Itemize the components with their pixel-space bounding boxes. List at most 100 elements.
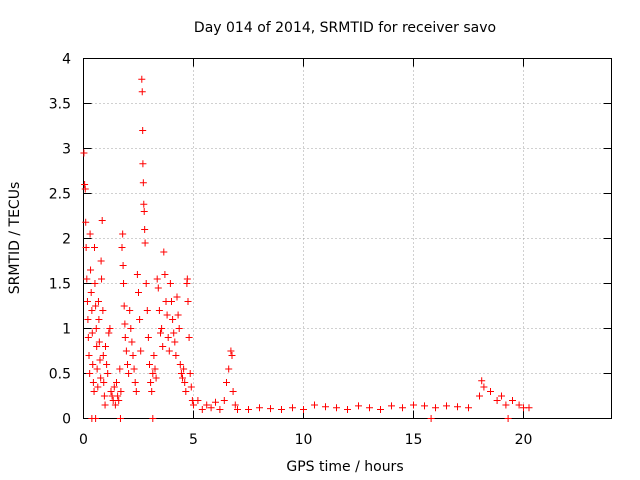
y-tick-label: 1 bbox=[62, 322, 71, 338]
data-point bbox=[122, 347, 130, 355]
data-point bbox=[502, 401, 510, 409]
data-point bbox=[83, 298, 91, 305]
data-point bbox=[480, 383, 488, 391]
y-tick-label: 2.5 bbox=[49, 187, 71, 203]
data-point bbox=[89, 361, 97, 368]
data-point bbox=[150, 352, 158, 359]
data-point bbox=[89, 379, 97, 386]
y-tick-label: 4 bbox=[62, 52, 71, 68]
data-point bbox=[139, 179, 147, 187]
data-point bbox=[81, 185, 89, 193]
data-point bbox=[128, 338, 136, 346]
data-point bbox=[96, 356, 104, 364]
data-point bbox=[174, 311, 182, 319]
data-point bbox=[102, 343, 109, 350]
data-point bbox=[118, 244, 126, 251]
data-point bbox=[139, 127, 147, 134]
data-point bbox=[153, 275, 161, 283]
y-tick-label: 1.5 bbox=[49, 277, 71, 293]
data-point bbox=[81, 181, 89, 188]
data-point bbox=[198, 406, 206, 413]
data-point bbox=[515, 401, 523, 409]
data-point bbox=[106, 325, 114, 332]
data-point bbox=[487, 388, 494, 395]
data-point bbox=[141, 239, 149, 247]
data-point bbox=[181, 379, 189, 386]
data-point bbox=[493, 397, 501, 404]
x-tick-labels: 0 5 10 15 20 bbox=[79, 432, 532, 448]
data-point bbox=[82, 244, 90, 251]
data-point bbox=[129, 352, 137, 359]
x-tick-label: 0 bbox=[79, 432, 88, 448]
data-point bbox=[165, 347, 173, 355]
data-point bbox=[87, 289, 95, 296]
data-point bbox=[234, 406, 241, 413]
chart-title: Day 014 of 2014, SRMTID for receiver sav… bbox=[194, 20, 496, 36]
y-tick-label: 0 bbox=[62, 412, 71, 428]
y-tick-label: 0.5 bbox=[49, 367, 71, 383]
data-point bbox=[101, 401, 109, 409]
data-point bbox=[85, 352, 93, 359]
data-point bbox=[116, 365, 124, 373]
data-point bbox=[225, 365, 233, 373]
data-point bbox=[172, 352, 180, 359]
data-point bbox=[187, 383, 195, 391]
data-point bbox=[184, 298, 192, 305]
data-point bbox=[212, 398, 219, 406]
data-point bbox=[117, 388, 125, 395]
data-point bbox=[136, 316, 144, 323]
data-point bbox=[94, 298, 102, 305]
data-point bbox=[126, 307, 134, 314]
data-point bbox=[311, 401, 318, 409]
data-point bbox=[478, 377, 486, 385]
data-point bbox=[504, 415, 512, 422]
y-tick-label: 3.5 bbox=[49, 97, 71, 113]
data-point bbox=[228, 352, 236, 359]
data-point bbox=[432, 404, 439, 412]
data-point bbox=[88, 307, 96, 314]
data-point bbox=[99, 307, 107, 314]
data-point bbox=[91, 244, 98, 251]
data-point bbox=[377, 406, 384, 413]
data-point bbox=[149, 370, 157, 377]
data-point bbox=[278, 406, 285, 413]
data-point bbox=[194, 397, 202, 404]
data-point bbox=[161, 271, 169, 278]
data-point bbox=[465, 404, 472, 412]
data-point bbox=[155, 307, 163, 314]
data-point bbox=[97, 374, 105, 382]
data-point bbox=[427, 415, 435, 422]
data-point bbox=[421, 402, 428, 410]
x-axis-label: GPS time / hours bbox=[286, 459, 403, 475]
data-point bbox=[158, 325, 166, 332]
data-point bbox=[110, 383, 118, 391]
x-tick-label: 20 bbox=[515, 432, 533, 448]
data-point bbox=[121, 320, 129, 328]
data-point bbox=[177, 370, 185, 377]
data-point bbox=[119, 262, 127, 269]
data-point bbox=[104, 370, 112, 377]
data-point bbox=[166, 280, 174, 287]
data-point bbox=[525, 404, 533, 412]
data-point bbox=[94, 383, 102, 391]
data-point bbox=[256, 404, 263, 412]
data-point bbox=[170, 329, 178, 337]
data-point bbox=[124, 361, 131, 368]
data-point bbox=[103, 361, 111, 368]
data-point bbox=[182, 388, 190, 395]
data-point bbox=[92, 415, 100, 422]
data-point bbox=[107, 388, 115, 395]
data-point bbox=[180, 365, 188, 373]
data-point bbox=[91, 280, 99, 287]
data-point bbox=[168, 298, 175, 305]
data-point bbox=[127, 325, 135, 332]
data-point bbox=[141, 226, 149, 233]
data-point bbox=[399, 404, 406, 412]
data-point bbox=[333, 404, 340, 412]
data-point bbox=[159, 343, 167, 350]
data-point bbox=[207, 404, 215, 412]
data-point bbox=[289, 404, 296, 412]
data-point bbox=[171, 338, 179, 346]
y-tick-label: 2 bbox=[62, 232, 71, 248]
